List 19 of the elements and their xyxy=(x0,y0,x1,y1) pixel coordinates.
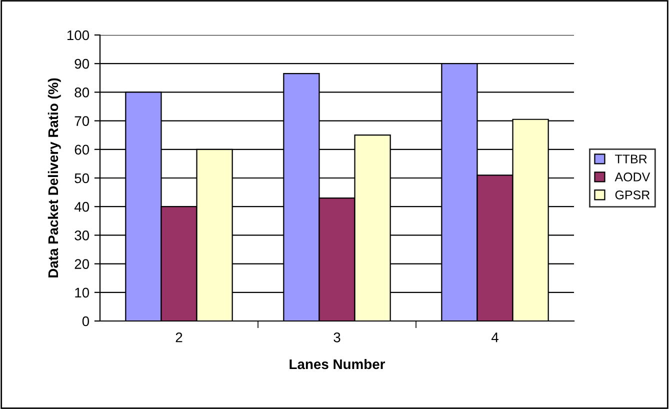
x-axis-title: Lanes Number xyxy=(290,358,386,370)
y-tick-label: 100 xyxy=(67,30,90,40)
y-tick-label: 50 xyxy=(74,173,90,184)
y-tick-label: 90 xyxy=(74,58,90,69)
y-tick-label: 0 xyxy=(82,316,90,326)
y-tick-label: 80 xyxy=(74,88,90,98)
legend-label: TTBR xyxy=(615,154,647,164)
y-tick-label: 10 xyxy=(75,288,90,298)
y-axis-title: Data Packet Delivery Ratio (%) xyxy=(48,78,61,278)
x-tick-label: 2 xyxy=(176,332,182,342)
x-tick-label: 3 xyxy=(334,332,340,342)
y-tick-label: 20 xyxy=(74,259,90,269)
y-tick-label: 70 xyxy=(74,116,90,126)
y-tick-label: 60 xyxy=(74,144,90,155)
legend-label: GPSR xyxy=(615,190,650,200)
legend-label: AODV xyxy=(614,172,650,182)
x-tick-label: 4 xyxy=(491,332,498,342)
y-tick-label: 30 xyxy=(74,230,90,240)
y-tick-label: 40 xyxy=(74,202,90,212)
